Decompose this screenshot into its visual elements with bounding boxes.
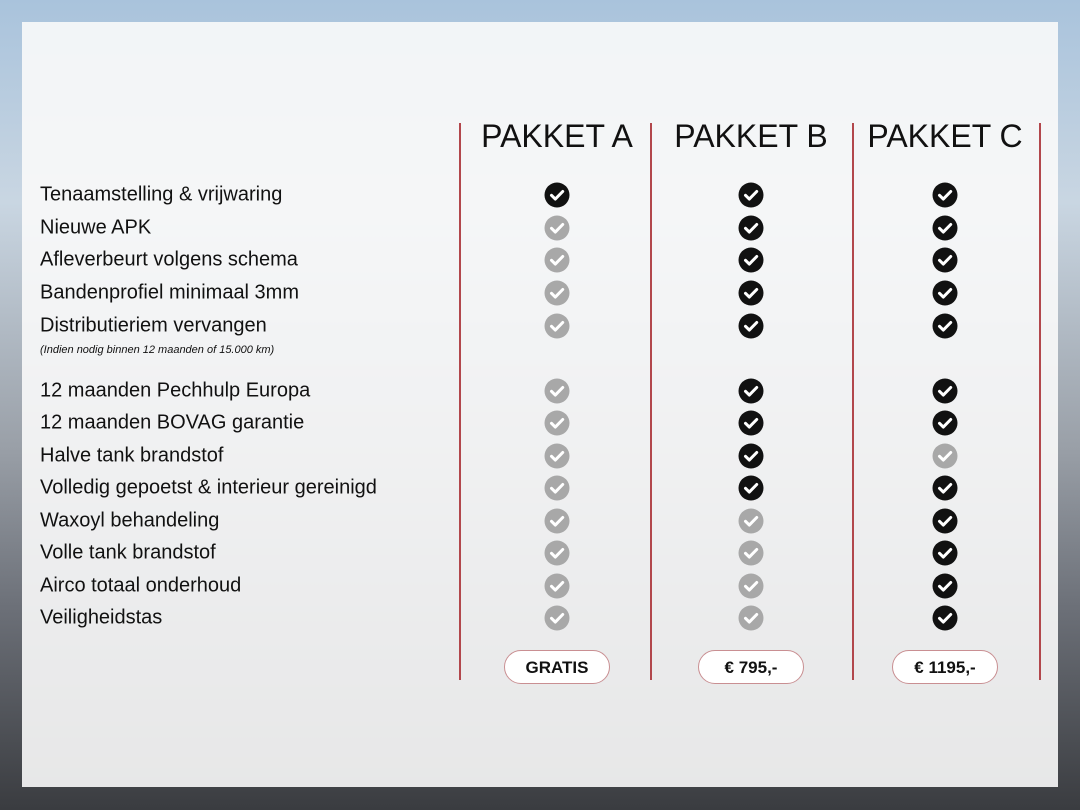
check-circle-icon — [932, 247, 958, 273]
column-divider — [459, 123, 461, 680]
check-circle-grey-icon — [544, 313, 570, 339]
column-divider — [852, 123, 854, 680]
check-circle-grey-icon — [544, 410, 570, 436]
check-circle-icon — [738, 215, 764, 241]
feature-label: Volle tank brandstof — [40, 541, 216, 564]
check-circle-icon — [932, 475, 958, 501]
check-circle-grey-icon — [738, 540, 764, 566]
feature-label: Afleverbeurt volgens schema — [40, 248, 298, 271]
column-divider — [650, 123, 652, 680]
check-circle-grey-icon — [544, 247, 570, 273]
check-circle-icon — [932, 508, 958, 534]
price-button[interactable]: € 1195,- — [892, 650, 998, 684]
check-circle-grey-icon — [544, 280, 570, 306]
check-circle-icon — [932, 280, 958, 306]
feature-label: Halve tank brandstof — [40, 444, 224, 467]
feature-label: Nieuwe APK — [40, 216, 152, 239]
price-button[interactable]: € 795,- — [698, 650, 804, 684]
check-circle-grey-icon — [544, 573, 570, 599]
check-circle-grey-icon — [738, 573, 764, 599]
package-header: PAKKET A — [481, 118, 633, 154]
check-circle-icon — [738, 182, 764, 208]
feature-label: Volledig gepoetst & interieur gereinigd — [40, 476, 377, 499]
check-circle-grey-icon — [544, 215, 570, 241]
check-circle-grey-icon — [544, 508, 570, 534]
check-circle-icon — [932, 378, 958, 404]
check-circle-grey-icon — [544, 475, 570, 501]
check-circle-icon — [932, 182, 958, 208]
check-circle-icon — [932, 313, 958, 339]
feature-label: Airco totaal onderhoud — [40, 574, 242, 597]
check-circle-icon — [932, 410, 958, 436]
package-header: PAKKET B — [674, 118, 828, 154]
column-divider — [1039, 123, 1041, 680]
feature-label: Bandenprofiel minimaal 3mm — [40, 281, 300, 304]
feature-label: Tenaamstelling & vrijwaring — [40, 183, 283, 206]
distributie-note: (Indien nodig binnen 12 maanden of 15.00… — [40, 344, 275, 356]
check-circle-grey-icon — [738, 605, 764, 631]
check-circle-icon — [738, 313, 764, 339]
check-circle-icon — [738, 443, 764, 469]
check-circle-grey-icon — [544, 378, 570, 404]
check-circle-icon — [932, 605, 958, 631]
check-circle-grey-icon — [932, 443, 958, 469]
check-circle-icon — [738, 247, 764, 273]
check-circle-grey-icon — [544, 605, 570, 631]
feature-label: 12 maanden BOVAG garantie — [40, 411, 305, 434]
feature-label: Waxoyl behandeling — [40, 509, 220, 532]
feature-label: Veiligheidstas — [40, 606, 163, 629]
check-circle-icon — [738, 410, 764, 436]
check-circle-icon — [932, 215, 958, 241]
check-circle-icon — [932, 573, 958, 599]
check-circle-icon — [738, 378, 764, 404]
check-circle-grey-icon — [544, 443, 570, 469]
check-circle-grey-icon — [738, 508, 764, 534]
feature-label: Distributieriem vervangen — [40, 314, 267, 337]
check-circle-icon — [738, 280, 764, 306]
check-circle-grey-icon — [544, 540, 570, 566]
check-circle-icon — [544, 182, 570, 208]
feature-label: 12 maanden Pechhulp Europa — [40, 379, 311, 402]
check-circle-icon — [932, 540, 958, 566]
price-button[interactable]: GRATIS — [504, 650, 610, 684]
package-header: PAKKET C — [867, 118, 1023, 154]
check-circle-icon — [738, 475, 764, 501]
